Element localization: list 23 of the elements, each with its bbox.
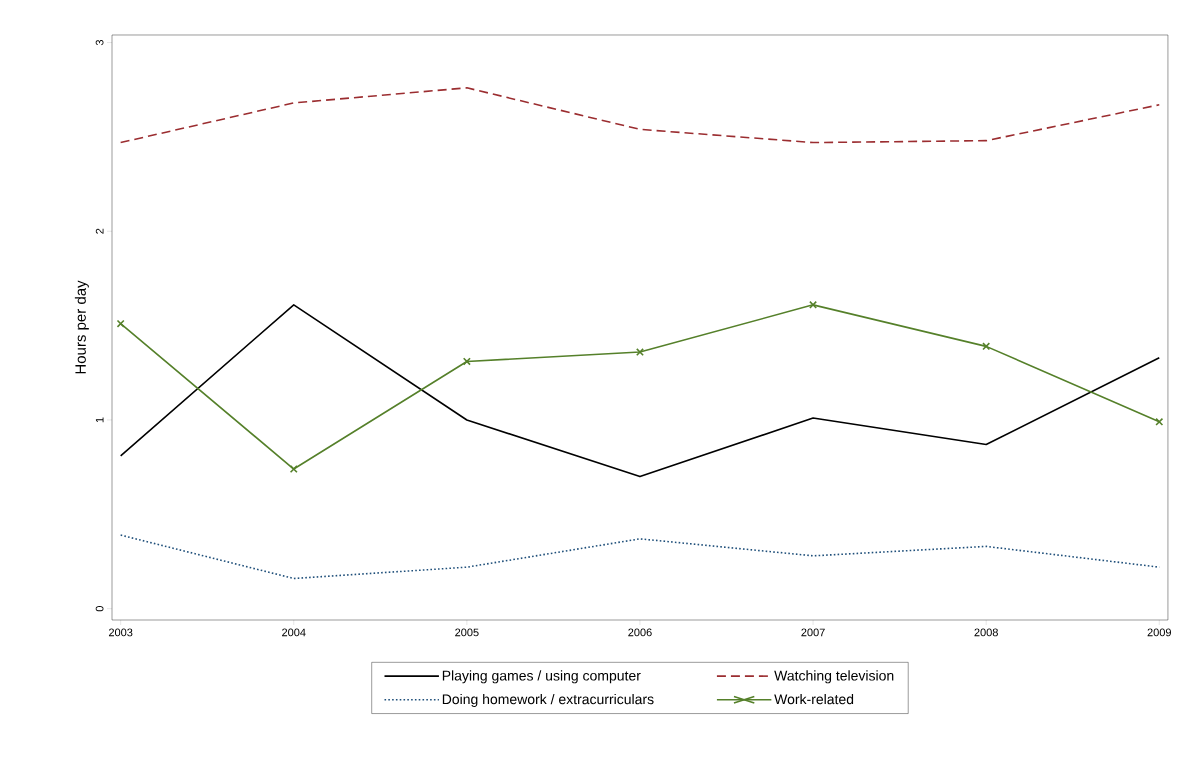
x-tick-label: 2008 bbox=[974, 628, 998, 637]
point bbox=[982, 342, 991, 351]
point bbox=[1155, 417, 1164, 426]
y-axis-title: Hours per day bbox=[74, 280, 89, 374]
x-tick-label: 2006 bbox=[628, 628, 652, 637]
y-tick-label: 1 bbox=[95, 417, 104, 423]
point bbox=[635, 348, 644, 357]
legend-label: Work-related bbox=[774, 693, 854, 705]
y-tick-label: 0 bbox=[95, 606, 104, 612]
x-tick-label: 2009 bbox=[1147, 628, 1171, 637]
x-tick-label: 2004 bbox=[282, 628, 306, 637]
y-tick-label: 3 bbox=[95, 39, 104, 46]
y-tick-label: 2 bbox=[95, 228, 104, 234]
legend-label: Watching television bbox=[774, 670, 894, 684]
x-tick-label: 2007 bbox=[801, 628, 825, 637]
x-tick-label: 2005 bbox=[455, 628, 479, 637]
point bbox=[809, 300, 818, 309]
x-tick-label: 2003 bbox=[108, 628, 133, 637]
legend-label: Playing games / using computer bbox=[442, 670, 641, 684]
point bbox=[116, 319, 125, 328]
point bbox=[462, 357, 471, 366]
line-series bbox=[119, 87, 1161, 144]
legend-label: Doing homework / extracurriculars bbox=[442, 693, 654, 707]
